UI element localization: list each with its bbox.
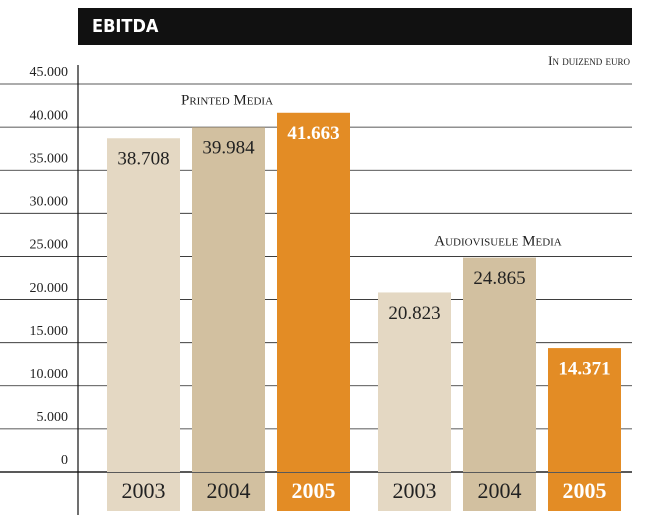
category-box (378, 473, 451, 511)
value-label: 41.663 (287, 123, 339, 144)
category-box (192, 473, 265, 511)
x-tick-label: 2005 (563, 478, 607, 503)
value-label: 39.984 (202, 138, 255, 159)
y-tick-label: 15.000 (30, 324, 69, 339)
bar (548, 348, 621, 472)
value-label: 24.865 (473, 268, 525, 289)
bar (277, 112, 350, 473)
category-box (548, 473, 621, 511)
bar (107, 138, 180, 472)
group-label: Printed Media (181, 92, 273, 108)
y-tick-label: 10.000 (30, 367, 69, 382)
x-tick-label: 2004 (478, 478, 522, 503)
y-tick-label: 30.000 (30, 195, 69, 210)
y-tick-label: 45.000 (30, 65, 69, 80)
category-box (277, 473, 350, 511)
group-label: Audiovisuele Media (434, 233, 562, 249)
value-label: 20.823 (388, 303, 440, 324)
value-label: 14.371 (558, 358, 610, 379)
x-tick-label: 2003 (393, 478, 437, 503)
bar (378, 292, 451, 472)
grid: 0 5.000 10.000 15.000 20.000 25.000 30.000 35.0… (0, 65, 632, 473)
y-tick-label: 20.000 (30, 281, 69, 296)
category-box (107, 473, 180, 511)
chart-title: EBITDA (92, 16, 159, 37)
y-tick-label: 35.000 (30, 151, 69, 166)
bar (463, 257, 536, 472)
x-tick-label: 2004 (207, 478, 251, 503)
x-tick-label: 2003 (122, 478, 166, 503)
title-bar (78, 8, 632, 45)
y-tick-label: 0 (61, 453, 68, 468)
value-label: 38.708 (117, 149, 169, 170)
y-tick-label: 5.000 (37, 410, 69, 425)
category-box (463, 473, 536, 511)
y-tick-label: 40.000 (30, 108, 69, 123)
x-tick-label: 2005 (292, 478, 336, 503)
y-tick-label: 25.000 (30, 238, 69, 253)
marks: Printed Media 38.708 2003 39.984 2004 41.663 2… (107, 92, 621, 511)
bar (192, 127, 265, 472)
unit-label: In duizend euro (548, 53, 630, 68)
